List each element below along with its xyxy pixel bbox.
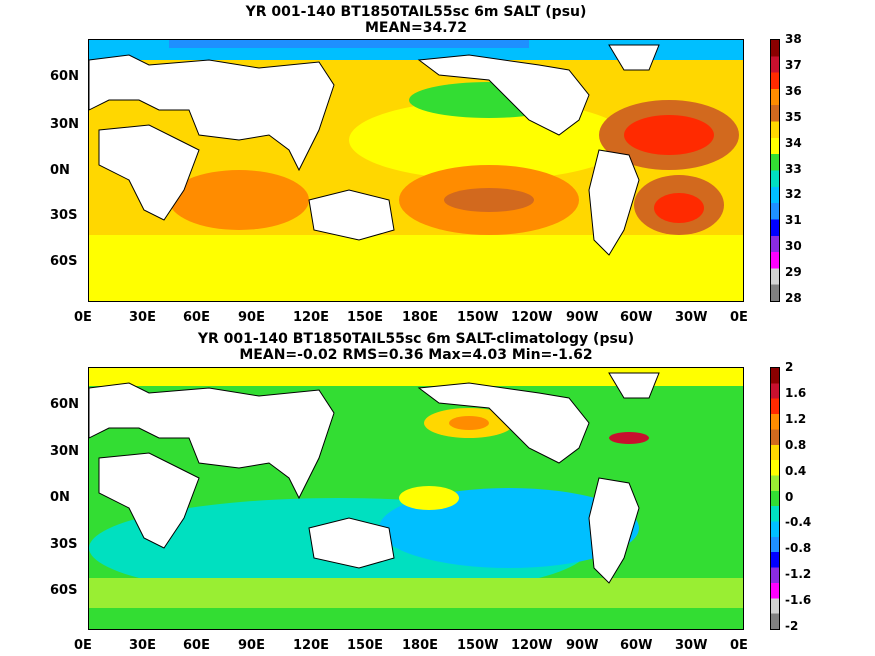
lon-tick-label: 60W: [620, 310, 653, 325]
colorbar-tick-label: 29: [785, 265, 802, 280]
lon-tick-label: 0E: [730, 638, 748, 653]
bottom-panel-title-line1: YR 001-140 BT1850TAIL55sc 6m SALT-climat…: [197, 331, 635, 347]
lon-tick-label: 150E: [347, 638, 384, 653]
lat-tick-label: 60N: [50, 69, 79, 84]
colorbar-tick-label: -2: [785, 619, 799, 633]
bottom-panel-title: YR 001-140 BT1850TAIL55sc 6m SALT-climat…: [88, 331, 744, 363]
lon-tick-label: 150E: [347, 310, 384, 325]
lon-tick-label: 90E: [238, 310, 265, 325]
lat-tick-label: 30S: [50, 537, 78, 552]
lon-tick-label: 30W: [675, 638, 708, 653]
colorbar-tick-label: -0.8: [785, 541, 812, 556]
colorbar-tick-label: 34: [785, 135, 802, 150]
colorbar-tick-label: 0.8: [785, 437, 807, 452]
lon-tick-label: 60E: [183, 310, 210, 325]
colorbar-tick-label: 0.4: [785, 463, 807, 478]
top-panel-title-line2: MEAN=34.72: [364, 20, 468, 36]
lon-tick-label: 60W: [620, 638, 653, 653]
colorbar-tick-label: 36: [785, 83, 802, 98]
colorbar-tick-label: 30: [785, 239, 802, 254]
lat-tick-label: 60S: [50, 583, 78, 598]
bottom-anomaly-map: [88, 367, 744, 630]
lon-tick-label: 0E: [730, 310, 748, 325]
colorbar-tick-label: 1.2: [785, 411, 807, 426]
colorbar-tick-label: -1.2: [785, 567, 812, 582]
lon-tick-label: 90W: [566, 638, 599, 653]
lat-tick-label: 30N: [50, 444, 79, 459]
top-colorbar: [770, 39, 780, 302]
colorbar-tick-label: 2: [785, 360, 794, 374]
lon-tick-label: 0E: [74, 638, 92, 653]
lat-tick-label: 60S: [50, 254, 78, 269]
lon-tick-label: 180E: [402, 310, 439, 325]
lon-tick-label: 120E: [293, 638, 330, 653]
lon-tick-label: 180E: [402, 638, 439, 653]
lon-tick-label: 90W: [566, 310, 599, 325]
lon-tick-label: 60E: [183, 638, 210, 653]
lon-tick-label: 120E: [293, 310, 330, 325]
colorbar-tick-label: 38: [785, 32, 802, 46]
colorbar-tick-label: -1.6: [785, 593, 812, 608]
colorbar-tick-label: 37: [785, 57, 802, 72]
top-salinity-map: [88, 39, 744, 302]
bottom-panel-title-line2: MEAN=-0.02 RMS=0.36 Max=4.03 Min=-1.62: [239, 347, 593, 363]
lon-tick-label: 150W: [457, 310, 499, 325]
lat-tick-label: 30S: [50, 208, 78, 223]
lat-tick-label: 60N: [50, 397, 79, 412]
top-panel-title: YR 001-140 BT1850TAIL55sc 6m SALT (psu) …: [88, 4, 744, 36]
colorbar-tick-label: 32: [785, 187, 802, 202]
lat-tick-label: 0N: [50, 163, 70, 178]
colorbar-tick-label: 33: [785, 161, 802, 176]
bottom-colorbar: [770, 367, 780, 630]
colorbar-tick-label: 0: [785, 489, 794, 504]
colorbar-tick-label: 28: [785, 291, 802, 305]
lon-tick-label: 30W: [675, 310, 708, 325]
colorbar-tick-label: 35: [785, 109, 802, 124]
lon-tick-label: 120W: [511, 310, 553, 325]
lon-tick-label: 30E: [129, 310, 156, 325]
colorbar-tick-label: -0.4: [785, 515, 812, 530]
top-salinity-field: [89, 40, 743, 301]
top-colorbar-fill: [771, 40, 779, 301]
lon-tick-label: 120W: [511, 638, 553, 653]
top-panel-title-line1: YR 001-140 BT1850TAIL55sc 6m SALT (psu): [245, 4, 587, 20]
bottom-colorbar-fill: [771, 368, 779, 629]
lon-tick-label: 90E: [238, 638, 265, 653]
colorbar-tick-label: 1.6: [785, 385, 807, 400]
lon-tick-label: 0E: [74, 310, 92, 325]
lat-tick-label: 30N: [50, 117, 79, 132]
bottom-anomaly-field: [89, 368, 743, 629]
lon-tick-label: 30E: [129, 638, 156, 653]
lat-tick-label: 0N: [50, 490, 70, 505]
colorbar-tick-label: 31: [785, 213, 802, 228]
lon-tick-label: 150W: [457, 638, 499, 653]
